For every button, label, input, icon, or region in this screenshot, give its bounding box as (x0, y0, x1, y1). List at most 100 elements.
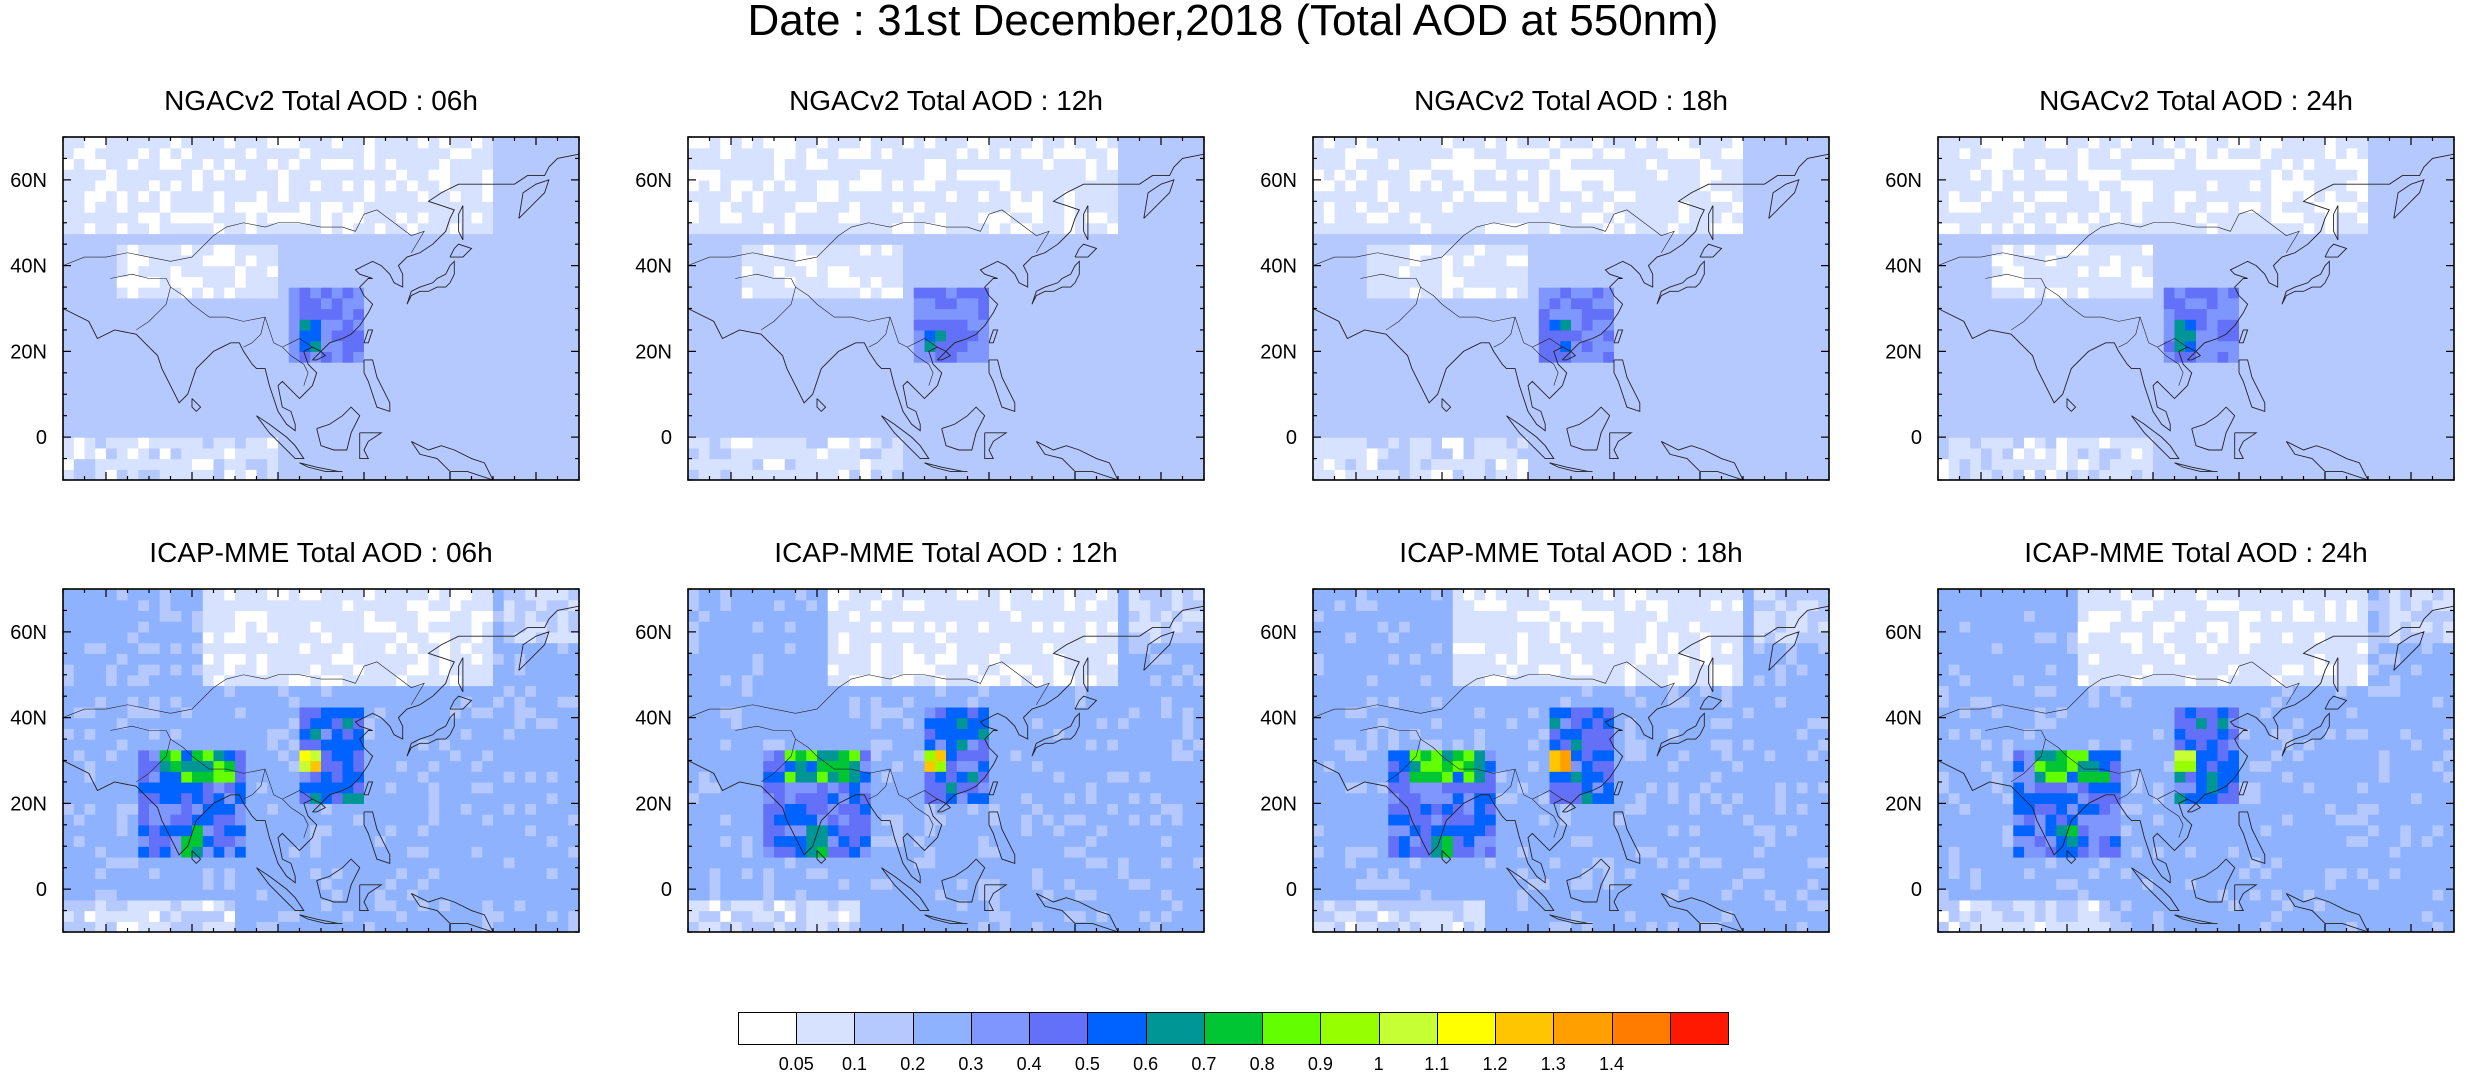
aod-cell (128, 426, 139, 437)
aod-cell (493, 416, 504, 427)
aod-cell (1797, 298, 1808, 309)
aod-cell (525, 469, 536, 480)
aod-cell (493, 362, 504, 373)
aod-cell (1118, 330, 1129, 341)
aod-cell (1000, 244, 1011, 255)
aod-cell (742, 255, 753, 266)
aod-cell (1754, 223, 1765, 234)
aod-cell (1743, 448, 1754, 459)
aod-cell (1399, 394, 1410, 405)
aod-cell (1636, 319, 1647, 330)
aod-cell (1625, 459, 1636, 470)
aod-cell (74, 287, 85, 298)
aod-cell (1378, 180, 1389, 191)
aod-cell (1700, 362, 1711, 373)
aod-cell (1797, 255, 1808, 266)
aod-cell (1754, 287, 1765, 298)
aod-cell (989, 319, 1000, 330)
aod-cell (796, 469, 807, 480)
aod-cell (1582, 201, 1593, 212)
aod-cell (1808, 330, 1819, 341)
aod-cell (85, 148, 96, 159)
aod-cell (246, 212, 257, 223)
aod-cell (1818, 437, 1829, 448)
aod-cell (472, 405, 483, 416)
aod-cell (1539, 244, 1550, 255)
aod-cell (536, 223, 547, 234)
aod-cell (1345, 309, 1356, 320)
aod-cell (1043, 148, 1054, 159)
aod-cell (525, 341, 536, 352)
aod-cell (849, 362, 860, 373)
aod-cell (117, 298, 128, 309)
aod-cell (1388, 158, 1399, 169)
aod-cell (450, 191, 461, 202)
aod-cell (364, 426, 375, 437)
aod-cell (1593, 287, 1604, 298)
aod-cell (1150, 448, 1161, 459)
aod-cell (1021, 416, 1032, 427)
aod-cell (203, 201, 214, 212)
aod-cell (289, 201, 300, 212)
aod-cell (375, 158, 386, 169)
aod-cell (1614, 373, 1625, 384)
aod-cell (224, 405, 235, 416)
aod-cell (1345, 448, 1356, 459)
aod-cell (1399, 459, 1410, 470)
aod-cell (1636, 148, 1647, 159)
lat-tick-label: 0 (36, 427, 47, 449)
aod-cell (774, 319, 785, 330)
aod-cell (1172, 212, 1183, 223)
aod-cell (1571, 437, 1582, 448)
aod-cell (407, 319, 418, 330)
aod-cell (925, 169, 936, 180)
aod-cell (1086, 373, 1097, 384)
aod-cell (1345, 405, 1356, 416)
aod-cell (720, 180, 731, 191)
aod-cell (1646, 405, 1657, 416)
aod-cell (1431, 362, 1442, 373)
aod-cell (731, 373, 742, 384)
aod-cell (1496, 394, 1507, 405)
aod-cell (1711, 298, 1722, 309)
aod-cell (1183, 309, 1194, 320)
aod-cell (1086, 351, 1097, 362)
aod-cell (1183, 426, 1194, 437)
aod-cell (203, 169, 214, 180)
aod-cell (1808, 416, 1819, 427)
aod-cell (63, 319, 74, 330)
aod-cell (1700, 330, 1711, 341)
aod-cell (343, 276, 354, 287)
aod-cell (1150, 319, 1161, 330)
aod-cell (731, 158, 742, 169)
aod-cell (720, 469, 731, 480)
aod-cell (1313, 394, 1324, 405)
aod-cell (117, 437, 128, 448)
aod-cell (699, 437, 710, 448)
aod-cell (1582, 169, 1593, 180)
aod-cell (1118, 394, 1129, 405)
aod-cell (1474, 266, 1485, 277)
aod-cell (1054, 266, 1065, 277)
aod-cell (128, 212, 139, 223)
aod-cell (1808, 255, 1819, 266)
aod-cell (128, 169, 139, 180)
aod-cell (1150, 351, 1161, 362)
aod-cell (1657, 319, 1668, 330)
aod-cell (1625, 362, 1636, 373)
aod-cell (828, 426, 839, 437)
aod-cell (1161, 287, 1172, 298)
aod-cell (439, 373, 450, 384)
aod-cell (1657, 384, 1668, 395)
aod-cell (871, 169, 882, 180)
aod-cell (493, 437, 504, 448)
aod-cell (138, 169, 149, 180)
aod-cell (289, 148, 300, 159)
aod-cell (386, 201, 397, 212)
aod-cell (1043, 459, 1054, 470)
aod-cell (1517, 201, 1528, 212)
aod-cell (1075, 330, 1086, 341)
aod-cell (149, 330, 160, 341)
aod-cell (1668, 373, 1679, 384)
aod-cell (1797, 276, 1808, 287)
